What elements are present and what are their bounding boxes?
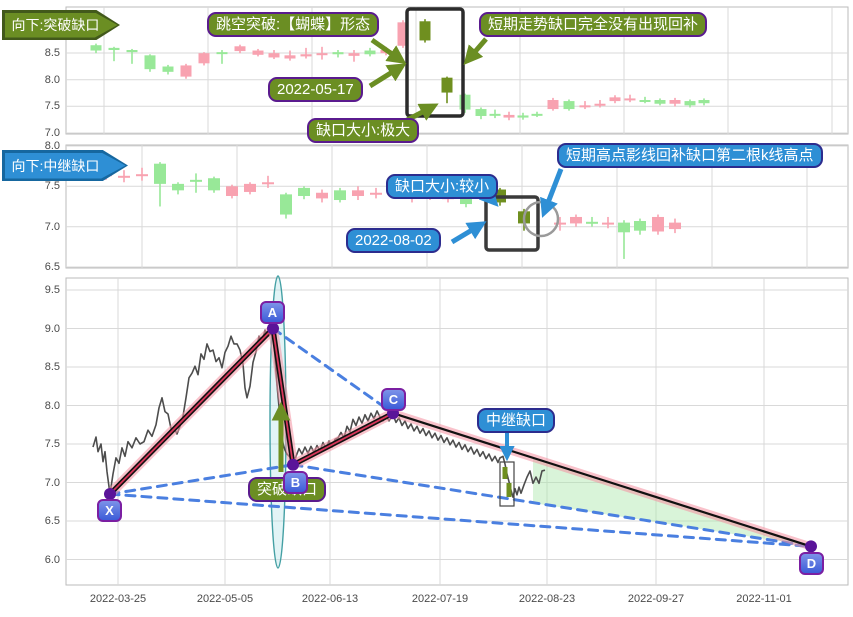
candle-body [252, 50, 264, 55]
candle-body [684, 101, 696, 106]
candle-body [216, 52, 228, 55]
candle-body [554, 222, 566, 225]
point-dot-B [287, 458, 299, 471]
candle-body [547, 100, 559, 110]
trend-core-A-B [272, 328, 294, 465]
panel-mid [65, 144, 849, 269]
candle-body [669, 100, 681, 104]
point-dot-D [805, 540, 817, 553]
candle-body [316, 192, 328, 199]
candle-body [172, 183, 184, 191]
candle-body [162, 66, 174, 72]
candle-body [570, 216, 582, 224]
candle-body [579, 105, 591, 108]
candle-body [144, 55, 156, 70]
candle-body [118, 175, 130, 178]
candle-body [364, 50, 376, 55]
candle-body [669, 222, 681, 230]
trend-core-B-C [292, 412, 394, 466]
candle-body [280, 194, 292, 215]
trend-line-C-D [392, 412, 812, 548]
candle-body [226, 186, 238, 196]
panel-top [65, 6, 849, 135]
candle-body [352, 190, 364, 196]
candle-body [180, 65, 192, 77]
candle-body [624, 98, 636, 101]
candle-body [441, 77, 453, 93]
panel-bottom [65, 275, 849, 586]
candle-body [348, 53, 360, 56]
candle-body [136, 174, 148, 177]
candle-body [262, 182, 274, 185]
gap-box-bottom [499, 461, 515, 507]
candle-body [316, 53, 328, 56]
pattern-dashed-line-B-D [291, 463, 813, 548]
candle-body [198, 53, 210, 64]
candle-body [370, 192, 382, 195]
candle-body [332, 52, 344, 55]
pattern-dashed-line-A-C [271, 327, 395, 415]
candle-body [284, 55, 296, 59]
panel-frame [65, 144, 849, 269]
flag-body: 向下:突破缺口 [4, 12, 118, 38]
flag-breakout-gap-down[interactable]: 向下:突破缺口 [2, 10, 120, 40]
candle-body [698, 100, 710, 104]
candle-body [489, 113, 501, 116]
candle-body [475, 109, 487, 116]
candle-body [639, 100, 651, 103]
candle-body [563, 101, 575, 110]
candle-body [268, 53, 280, 58]
candle-body [503, 114, 515, 118]
candle-body [388, 190, 400, 193]
candle-body [654, 100, 666, 104]
candle-body [618, 222, 630, 233]
candle-body [531, 113, 543, 116]
candle-body [234, 46, 246, 52]
pointer-arrow-top-1 [368, 63, 407, 89]
candle-body [190, 179, 202, 182]
point-dot-C [387, 407, 399, 420]
point-dot-X [104, 488, 116, 501]
candle-body [397, 22, 409, 46]
candle-body [126, 50, 138, 53]
candle-body [300, 54, 312, 57]
candle-body [594, 103, 606, 106]
candle-body [90, 45, 102, 51]
trend-core-X-A [109, 327, 274, 495]
candle-body [460, 195, 472, 205]
candle-body [208, 178, 220, 191]
candle-body [419, 21, 431, 41]
panel-frame [65, 6, 849, 135]
flag-breakout-gap-label: 向下:突破缺口 [11, 17, 100, 33]
pointer-arrow-top-3 [463, 37, 488, 65]
gap-mini-bar [506, 483, 512, 497]
flag-body: 向下:中继缺口 [4, 152, 126, 179]
point-dot-A [267, 322, 279, 335]
gap-mini-bar [502, 467, 508, 479]
candle-body [459, 94, 471, 110]
candle-body [108, 47, 120, 51]
candle-body [634, 221, 646, 231]
candle-body [154, 163, 166, 184]
candle-body [244, 183, 256, 192]
candle-body [652, 216, 664, 232]
pointer-arrow-mid-1 [450, 221, 487, 245]
pattern-dashed-line-X-B [108, 463, 295, 496]
candle-body [424, 192, 436, 196]
flag-continuation-gap-label: 向下:中继缺口 [11, 157, 100, 174]
candle-body [609, 97, 621, 102]
candle-body [334, 190, 346, 201]
pattern-dashed-line-X-D [108, 492, 813, 548]
candle-body [442, 194, 454, 200]
flag-continuation-gap-down[interactable]: 向下:中继缺口 [2, 150, 128, 181]
pointer-arrow-top-0 [370, 37, 407, 65]
candle-body [298, 187, 310, 196]
pointer-arrow-mid-2 [540, 168, 564, 218]
candle-body [517, 115, 529, 118]
candle-body [406, 194, 418, 199]
candle-body [586, 221, 598, 224]
candle-body [602, 222, 614, 225]
